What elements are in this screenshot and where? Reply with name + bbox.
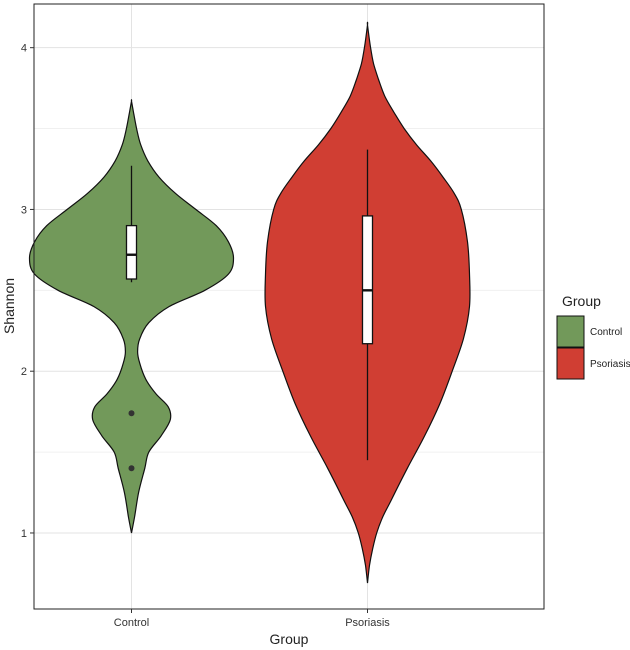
violin-control xyxy=(28,99,235,534)
legend-key-control xyxy=(556,315,585,348)
legend-label-control: Control xyxy=(590,327,622,338)
y-tick-label: 1 xyxy=(21,528,27,540)
x-tick-label: Control xyxy=(114,617,149,629)
x-axis: Control Psoriasis xyxy=(114,609,390,629)
legend-label-psoriasis: Psoriasis xyxy=(590,359,630,370)
x-tick-label: Psoriasis xyxy=(345,617,390,629)
y-tick-label: 3 xyxy=(21,204,27,216)
y-tick-label: 4 xyxy=(21,43,27,55)
outlier-point xyxy=(128,410,135,417)
panel-border xyxy=(33,3,545,610)
violins xyxy=(28,21,471,584)
outlier-point xyxy=(128,465,135,472)
box-control xyxy=(125,224,138,280)
y-axis: 1 2 3 4 xyxy=(21,43,34,540)
y-axis-label: Shannon xyxy=(1,278,17,334)
x-axis-label: Group xyxy=(270,631,309,647)
box-psoriasis xyxy=(361,215,374,345)
legend-title: Group xyxy=(562,293,601,309)
y-tick-label: 2 xyxy=(21,366,27,378)
legend: Group Control Psoriasis xyxy=(556,293,630,380)
legend-key-psoriasis xyxy=(556,347,585,380)
